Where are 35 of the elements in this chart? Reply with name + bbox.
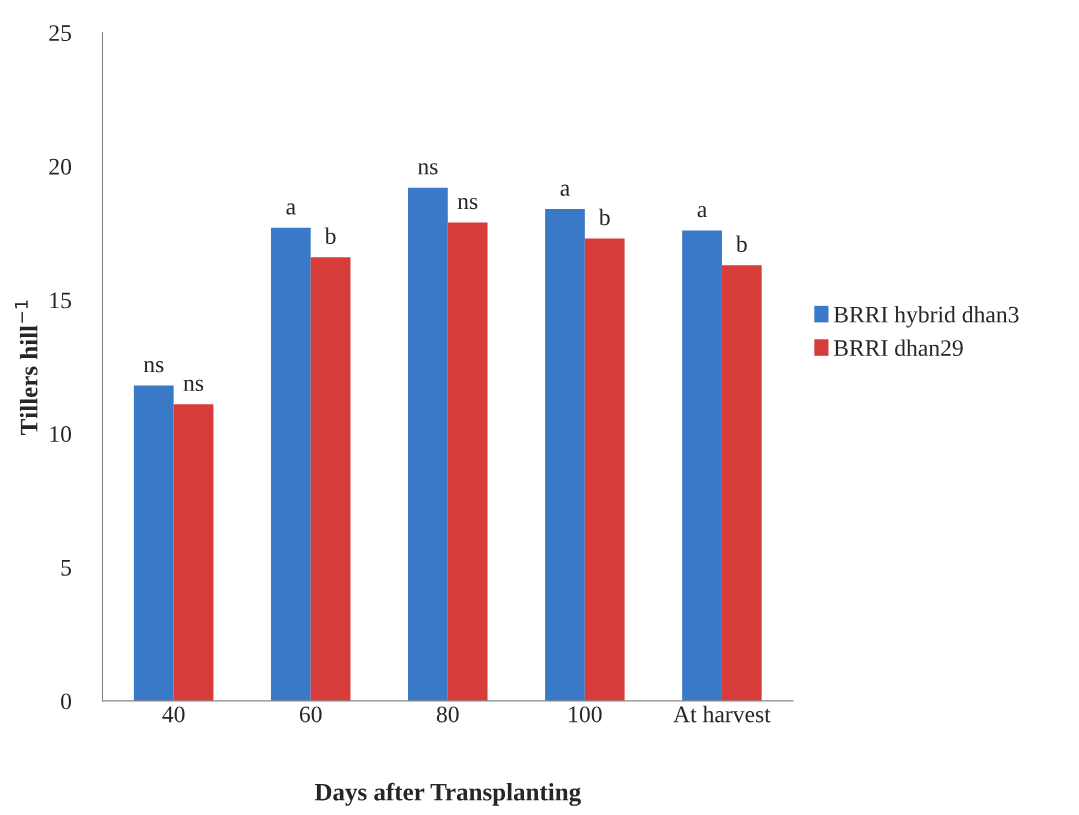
bar — [721, 265, 762, 701]
x-tick-label: 40 — [162, 706, 185, 723]
y-tick-label: 15 — [50, 292, 72, 309]
bar — [584, 238, 625, 701]
x-tick-label: At harvest — [673, 705, 771, 723]
y-tick-label: 0 — [61, 693, 72, 710]
bar — [545, 209, 585, 701]
data-label: b — [324, 227, 336, 245]
y-tick-label: 20 — [49, 158, 72, 175]
x-tick-label: 80 — [436, 706, 459, 723]
bar — [408, 187, 448, 701]
y-tick-label: 5 — [61, 559, 72, 576]
legend-label: BRRI hybrid dhan3 — [833, 305, 1019, 328]
data-label: ns — [183, 379, 204, 392]
x-tick-label: 60 — [299, 706, 322, 723]
bar — [133, 385, 174, 701]
y-axis-title: Tillers hill$^{−1}$ — [14, 300, 38, 435]
data-label: a — [286, 203, 296, 215]
data-label: a — [697, 205, 707, 218]
data-label: a — [560, 184, 570, 196]
data-label: ns — [457, 197, 478, 210]
y-tick-label: 25 — [49, 25, 72, 42]
bar — [173, 404, 214, 701]
bar — [270, 227, 311, 701]
bar — [310, 257, 351, 701]
data-label: ns — [143, 360, 164, 373]
x-axis-title: Days after Transplanting — [314, 782, 581, 806]
bar — [447, 222, 488, 701]
legend-label: BRRI dhan29 — [833, 339, 963, 357]
data-label: b — [598, 208, 610, 226]
data-label: ns — [417, 163, 438, 175]
y-tick-label: 10 — [50, 426, 72, 442]
data-label: b — [735, 235, 747, 253]
bar — [682, 230, 722, 701]
x-tick-label: 100 — [569, 706, 602, 723]
